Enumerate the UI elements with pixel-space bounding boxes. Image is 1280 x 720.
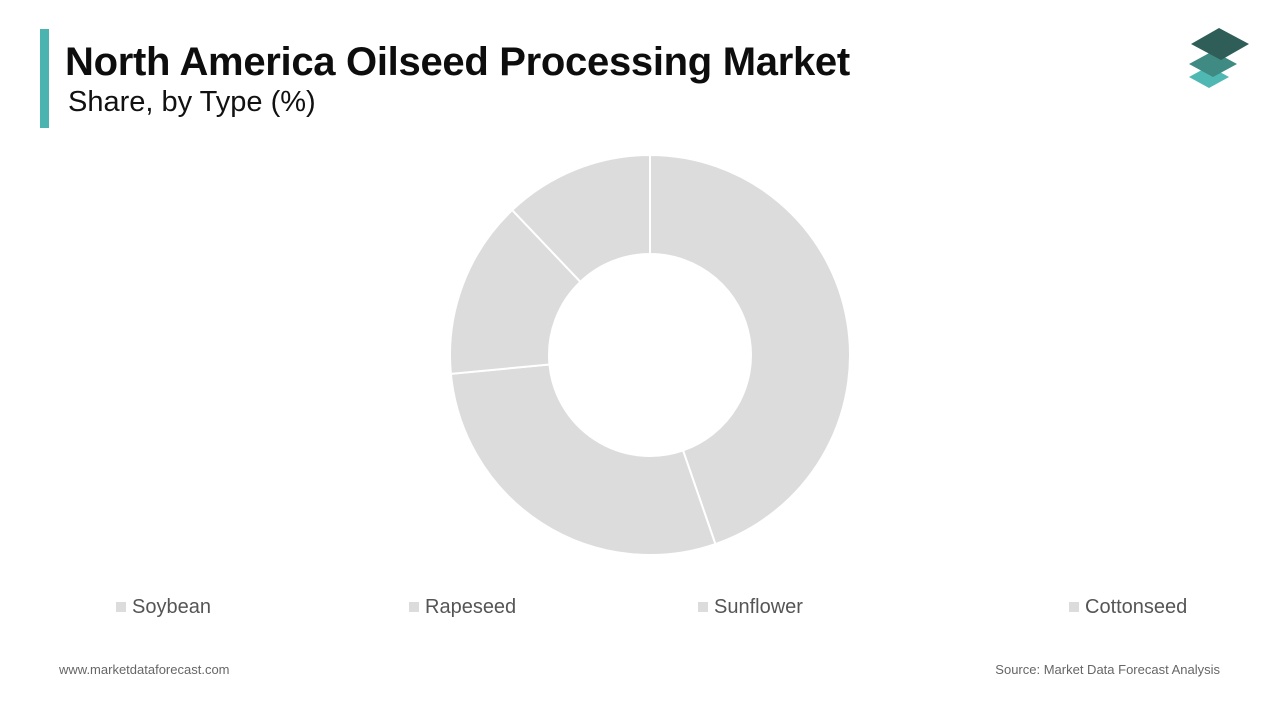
legend-label: Cottonseed bbox=[1085, 595, 1188, 618]
footer-source: Source: Market Data Forecast Analysis bbox=[995, 662, 1220, 677]
legend-swatch bbox=[698, 602, 708, 612]
chart-title: North America Oilseed Processing Market bbox=[65, 40, 850, 84]
legend-label: Rapeseed bbox=[425, 595, 517, 618]
donut-slice-rapeseed bbox=[449, 363, 717, 556]
legend-swatch bbox=[409, 602, 419, 612]
legend-swatch bbox=[1069, 602, 1079, 612]
donut-slice-sunflower bbox=[449, 208, 582, 375]
stacked-layers-icon bbox=[1189, 28, 1249, 88]
logo-layer-top bbox=[1191, 28, 1249, 60]
title-accent-bar bbox=[40, 29, 49, 128]
donut-slice-cottonseed bbox=[510, 153, 651, 284]
legend-item-soybean: Soybean bbox=[116, 596, 211, 618]
donut-slice-soybean bbox=[649, 153, 851, 546]
legend-item-rapeseed: Rapeseed bbox=[409, 596, 516, 618]
legend-item-cottonseed: Cottonseed bbox=[1069, 596, 1187, 618]
chart-subtitle: Share, by Type (%) bbox=[68, 86, 316, 118]
legend-item-sunflower: Sunflower bbox=[698, 596, 803, 618]
legend-label: Sunflower bbox=[714, 595, 803, 618]
footer-website[interactable]: www.marketdataforecast.com bbox=[59, 662, 230, 677]
legend-swatch bbox=[116, 602, 126, 612]
legend-label: Soybean bbox=[132, 595, 211, 618]
